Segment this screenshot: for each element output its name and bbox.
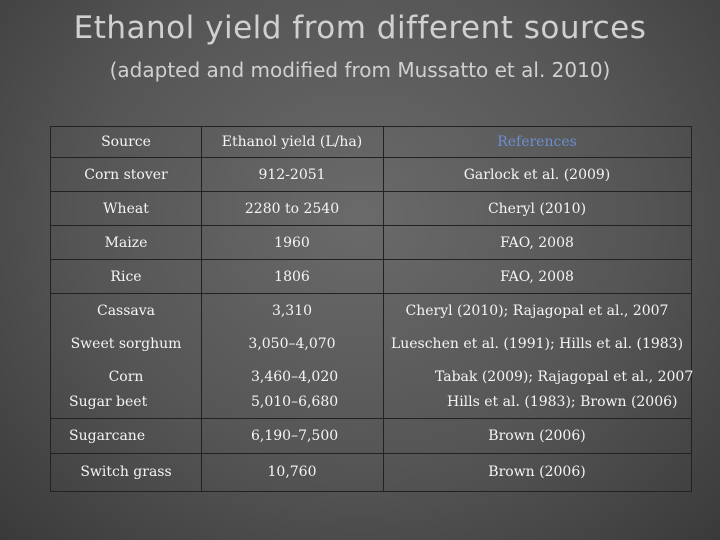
source-cell: Maize bbox=[104, 234, 148, 251]
table-row: Sweet sorghum 3,050–4,070 Lueschen et al… bbox=[51, 327, 691, 361]
reference-cell: Cheryl (2010) bbox=[487, 200, 587, 217]
source-cell: Sugar beet bbox=[69, 394, 148, 410]
source-cell: Corn bbox=[108, 369, 144, 385]
reference-cell: Lueschen et al. (1991); Hills et al. (19… bbox=[390, 336, 684, 352]
table-row: Corn stover 912-2051 Garlock et al. (200… bbox=[51, 158, 691, 192]
reference-cell: Garlock et al. (2009) bbox=[463, 166, 611, 183]
ethanol-yield-table: Source Ethanol yield (L/ha) References C… bbox=[50, 126, 694, 492]
source-cell: Wheat bbox=[103, 200, 149, 217]
table-row: Rice 1806 FAO, 2008 bbox=[51, 260, 691, 294]
yield-cell: 3,050–4,070 bbox=[248, 336, 336, 352]
reference-cell: Brown (2006) bbox=[488, 428, 586, 444]
yield-cell: 912-2051 bbox=[258, 166, 326, 183]
table-row: Sugar beet 5,010–6,680 Hills et al. (198… bbox=[51, 386, 691, 419]
reference-cell: FAO, 2008 bbox=[500, 234, 574, 251]
slide-subtitle: (adapted and modified from Mussatto et a… bbox=[109, 58, 611, 82]
table-row: Switch grass 10,760 Brown (2006) bbox=[51, 454, 691, 490]
yield-cell: 1960 bbox=[274, 234, 310, 251]
reference-cell: FAO, 2008 bbox=[500, 268, 574, 285]
slide-title: Ethanol yield from different sources bbox=[73, 10, 647, 46]
column-divider bbox=[201, 127, 202, 491]
reference-cell: Tabak (2009); Rajagopal et al., 2007 bbox=[435, 369, 694, 385]
reference-cell: Hills et al. (1983); Brown (2006) bbox=[447, 394, 678, 410]
table-row: Sugarcane 6,190–7,500 Brown (2006) bbox=[51, 419, 691, 454]
reference-cell: Brown (2006) bbox=[488, 464, 586, 480]
yield-cell: 1806 bbox=[274, 268, 310, 285]
table-row: Corn 3,460–4,020 Tabak (2009); Rajagopal… bbox=[51, 361, 694, 393]
source-cell: Corn stover bbox=[84, 166, 168, 183]
header-source: Source bbox=[101, 134, 151, 150]
yield-cell: 5,010–6,680 bbox=[251, 394, 339, 410]
table-row: Cassava 3,310 Cheryl (2010); Rajagopal e… bbox=[51, 294, 691, 328]
yield-cell: 10,760 bbox=[267, 464, 317, 480]
source-cell: Cassava bbox=[96, 303, 156, 319]
source-cell: Switch grass bbox=[80, 464, 172, 480]
table-header-row: Source Ethanol yield (L/ha) References bbox=[51, 127, 691, 158]
header-ethanol-yield: Ethanol yield (L/ha) bbox=[221, 134, 363, 150]
yield-cell: 6,190–7,500 bbox=[251, 428, 339, 444]
column-divider bbox=[383, 127, 384, 491]
table-row: Wheat 2280 to 2540 Cheryl (2010) bbox=[51, 192, 691, 226]
yield-cell: 2280 to 2540 bbox=[244, 200, 340, 217]
source-cell: Rice bbox=[110, 268, 142, 285]
table-row: Maize 1960 FAO, 2008 bbox=[51, 226, 691, 260]
source-cell: Sugarcane bbox=[69, 428, 146, 444]
yield-cell: 3,310 bbox=[271, 303, 313, 319]
yield-cell: 3,460–4,020 bbox=[251, 369, 339, 385]
source-cell: Sweet sorghum bbox=[70, 336, 182, 352]
header-references: References bbox=[497, 134, 577, 150]
reference-cell: Cheryl (2010); Rajagopal et al., 2007 bbox=[405, 303, 669, 319]
